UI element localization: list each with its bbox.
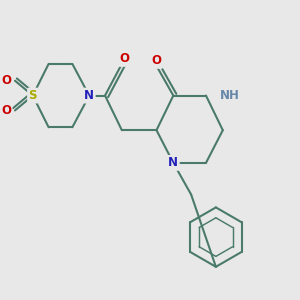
Text: N: N <box>168 156 178 170</box>
Text: O: O <box>1 104 11 117</box>
Text: N: N <box>84 89 94 102</box>
Text: NH: NH <box>220 89 240 102</box>
Text: O: O <box>120 52 130 65</box>
Text: O: O <box>152 54 161 68</box>
Text: S: S <box>28 89 37 102</box>
Text: O: O <box>1 74 11 87</box>
